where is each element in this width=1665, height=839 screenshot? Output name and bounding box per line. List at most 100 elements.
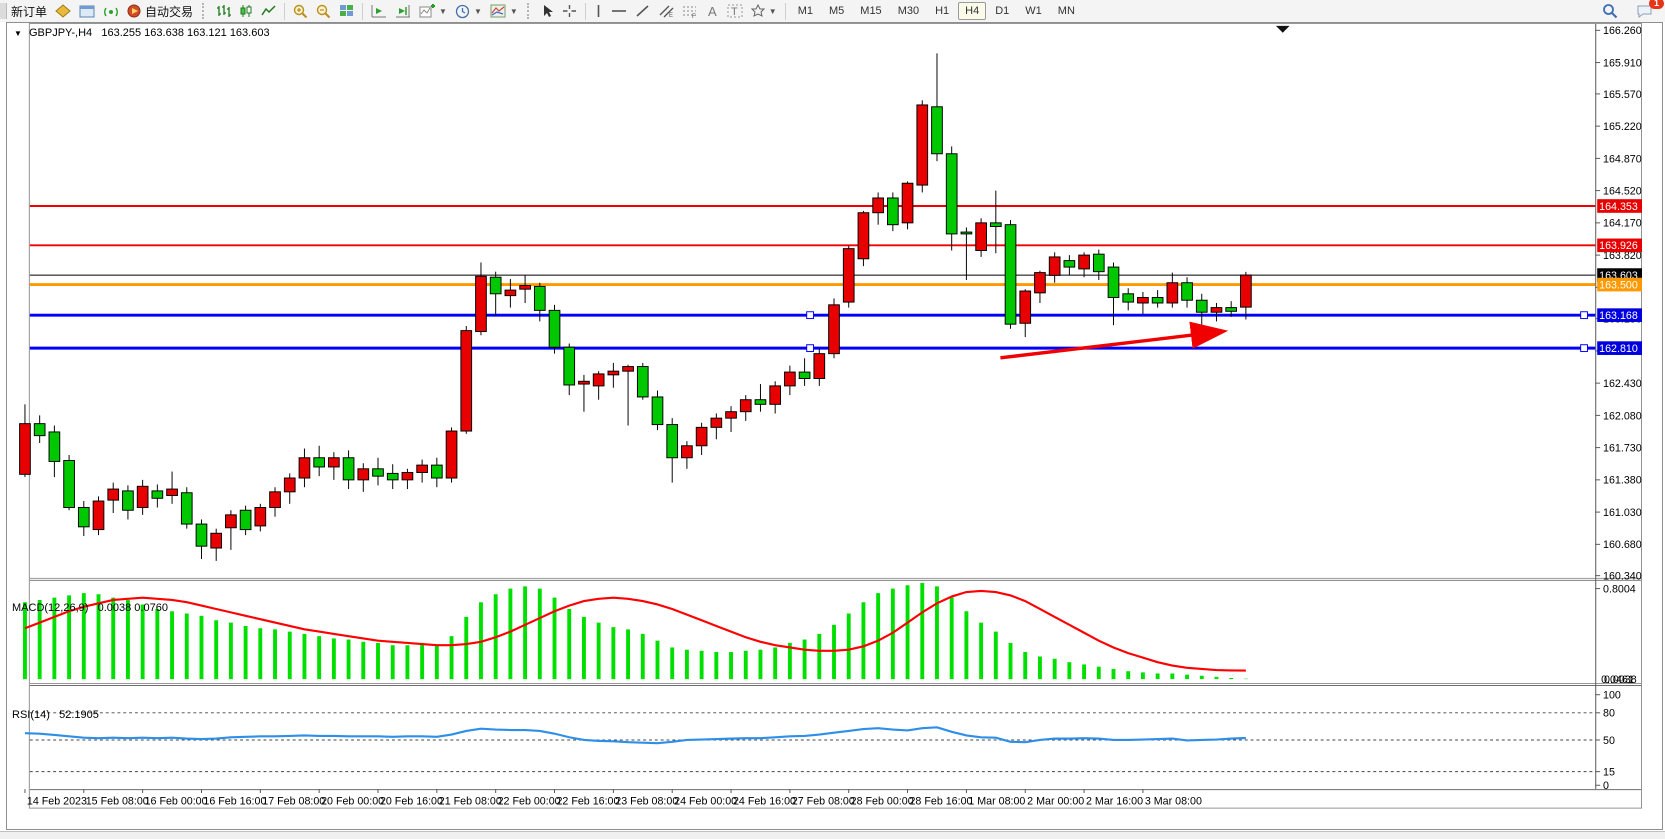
candle bbox=[283, 477, 296, 493]
trendline-icon bbox=[636, 5, 649, 17]
chart-shift-button[interactable] bbox=[391, 3, 415, 19]
timeframe-MN[interactable]: MN bbox=[1057, 5, 1075, 17]
candle bbox=[269, 491, 281, 508]
main-toolbar: 新订单 自动交易 bbox=[0, 0, 1665, 23]
trendline-tool-button[interactable] bbox=[631, 3, 654, 19]
market-watch-icon[interactable] bbox=[51, 3, 75, 19]
auto-trading-button[interactable]: 自动交易 bbox=[123, 2, 197, 21]
time-tick-label: 24 Feb 16:00 bbox=[733, 796, 796, 808]
arrows-shapes-icon bbox=[750, 4, 765, 17]
rsi-tick-label: 80 bbox=[1603, 708, 1615, 720]
price-tick-label: 161.380 bbox=[1603, 475, 1642, 487]
signals-button[interactable] bbox=[99, 3, 123, 19]
candle bbox=[386, 472, 399, 481]
candle bbox=[1034, 272, 1046, 294]
template-icon bbox=[490, 4, 506, 18]
price-tick-label: 164.520 bbox=[1603, 186, 1642, 198]
text-label-tool-button[interactable]: T bbox=[723, 3, 747, 19]
line-handle[interactable] bbox=[806, 311, 815, 320]
price-tick-label: 161.730 bbox=[1603, 443, 1642, 455]
candle bbox=[1078, 254, 1090, 270]
clipped-toolbar-icon bbox=[0, 3, 7, 19]
bar-chart-button[interactable] bbox=[212, 3, 235, 19]
new-order-button[interactable]: 新订单 bbox=[7, 2, 51, 21]
svg-text:A: A bbox=[708, 4, 717, 18]
zoom-out-icon bbox=[316, 4, 331, 18]
line-handle[interactable] bbox=[1580, 344, 1588, 353]
fibonacci-tool-button[interactable]: F bbox=[678, 3, 702, 19]
timeframe-M1[interactable]: M1 bbox=[797, 5, 813, 17]
line-chart-button[interactable] bbox=[257, 3, 280, 19]
line-handle[interactable] bbox=[1580, 311, 1588, 320]
price-badge-label: 164.353 bbox=[1599, 201, 1638, 213]
annotation-arrow[interactable] bbox=[1000, 321, 1229, 360]
candle bbox=[1004, 224, 1017, 325]
candle bbox=[710, 417, 723, 428]
macd-name: MACD(12,26,9) bbox=[12, 602, 89, 614]
candle bbox=[48, 431, 61, 462]
timeframe-D1[interactable]: D1 bbox=[995, 5, 1010, 17]
price-tick-label: 162.430 bbox=[1603, 378, 1642, 390]
horizontal-line-tool-button[interactable] bbox=[607, 3, 631, 19]
candle bbox=[931, 106, 943, 155]
timeframe-H1[interactable]: H1 bbox=[935, 5, 950, 17]
toolbar-grip bbox=[202, 3, 209, 19]
timeframe-M15[interactable]: M15 bbox=[860, 5, 882, 17]
chart-shift-marker[interactable] bbox=[1275, 25, 1290, 33]
indicators-button[interactable]: ▼ bbox=[415, 3, 451, 19]
price-badge bbox=[1597, 238, 1642, 253]
dropdown-caret-icon: ▼ bbox=[473, 6, 482, 16]
dropdown-caret-icon: ▼ bbox=[509, 6, 518, 16]
candle bbox=[622, 366, 634, 372]
candle bbox=[166, 488, 178, 497]
crosshair-tool-button[interactable] bbox=[558, 3, 581, 19]
cursor-arrow-icon bbox=[543, 5, 553, 17]
candle bbox=[1122, 293, 1135, 303]
auto-scroll-icon bbox=[371, 5, 387, 18]
chart-shift-icon bbox=[396, 5, 411, 18]
time-tick-label: 28 Feb 16:00 bbox=[910, 796, 973, 808]
candle bbox=[651, 396, 664, 426]
timeframe-H4[interactable]: H4 bbox=[958, 2, 987, 20]
candle bbox=[636, 366, 649, 398]
dropdown-caret-icon: ▼ bbox=[768, 6, 777, 16]
data-window-icon[interactable] bbox=[75, 3, 99, 19]
time-tick-label: 20 Feb 16:00 bbox=[380, 796, 443, 808]
channel-tool-button[interactable]: E bbox=[654, 3, 678, 19]
arrows-tool-button[interactable]: ▼ bbox=[747, 3, 781, 19]
zoom-out-button[interactable] bbox=[312, 3, 335, 20]
candle bbox=[298, 457, 311, 479]
cursor-tool-button[interactable] bbox=[537, 3, 558, 19]
tile-windows-button[interactable] bbox=[335, 3, 358, 19]
price-badge bbox=[1597, 277, 1642, 292]
timeframe-W1[interactable]: W1 bbox=[1025, 5, 1042, 17]
price-badge bbox=[1597, 308, 1642, 322]
chart-menu-arrow-icon[interactable]: ▼ bbox=[14, 29, 22, 38]
svg-text:E: E bbox=[669, 13, 673, 18]
candle bbox=[872, 197, 884, 214]
search-button[interactable] bbox=[1598, 2, 1622, 20]
chat-button[interactable]: 1 bbox=[1632, 0, 1664, 20]
line-handle[interactable] bbox=[806, 344, 815, 353]
candle bbox=[225, 514, 237, 529]
templates-button[interactable]: ▼ bbox=[486, 3, 522, 19]
new-order-label: 新订单 bbox=[11, 4, 48, 19]
line-chart-icon bbox=[261, 5, 276, 16]
candle bbox=[122, 490, 134, 511]
horizontal-line-icon bbox=[611, 10, 626, 12]
vertical-line-tool-button[interactable] bbox=[590, 3, 607, 19]
auto-scroll-button[interactable] bbox=[367, 3, 391, 19]
candle bbox=[1195, 299, 1208, 313]
time-tick-label: 21 Feb 08:00 bbox=[439, 796, 502, 808]
candlestick-chart-button[interactable] bbox=[235, 3, 257, 19]
candle bbox=[695, 426, 708, 447]
price-badge-label: 163.500 bbox=[1599, 279, 1638, 291]
text-tool-button[interactable]: A bbox=[702, 3, 723, 19]
timeframe-M30[interactable]: M30 bbox=[897, 5, 920, 17]
toolbar-separator bbox=[784, 2, 786, 20]
candle bbox=[1210, 307, 1223, 313]
periods-button[interactable]: ▼ bbox=[451, 3, 486, 20]
zoom-in-button[interactable] bbox=[289, 3, 312, 20]
price-badge-label: 163.926 bbox=[1599, 240, 1638, 252]
timeframe-M5[interactable]: M5 bbox=[829, 5, 845, 17]
